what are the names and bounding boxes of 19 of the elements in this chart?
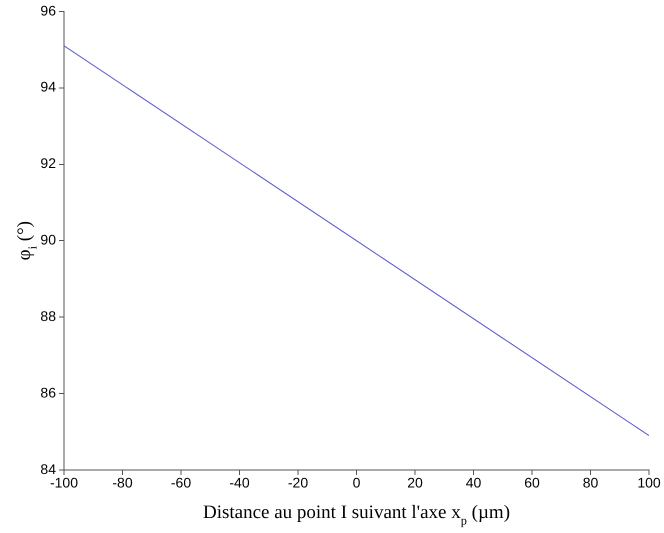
y-tick-label: 88: [40, 308, 56, 324]
y-tick-label: 94: [40, 78, 56, 95]
x-tick-label: -60: [170, 474, 192, 490]
y-tick-label: 92: [40, 155, 56, 172]
y-tick-label: 90: [40, 232, 56, 248]
x-tick-label: -20: [288, 474, 308, 490]
x-tick-label: 40: [466, 474, 482, 490]
x-tick-label: -40: [229, 474, 250, 490]
x-tick-label: 20: [407, 474, 423, 490]
y-tick-label: 84: [40, 460, 56, 477]
x-tick-label: -100: [50, 474, 78, 490]
x-tick-label: 100: [637, 474, 661, 490]
x-tick-label: 0: [352, 474, 361, 490]
y-tick-label: 96: [40, 2, 56, 18]
x-tick-label: 60: [524, 474, 540, 490]
y-tick-label: 86: [40, 384, 56, 400]
x-tick-label: 80: [582, 474, 598, 490]
x-tick-label: -80: [112, 474, 133, 490]
y-axis-title: φi (°): [14, 220, 40, 260]
